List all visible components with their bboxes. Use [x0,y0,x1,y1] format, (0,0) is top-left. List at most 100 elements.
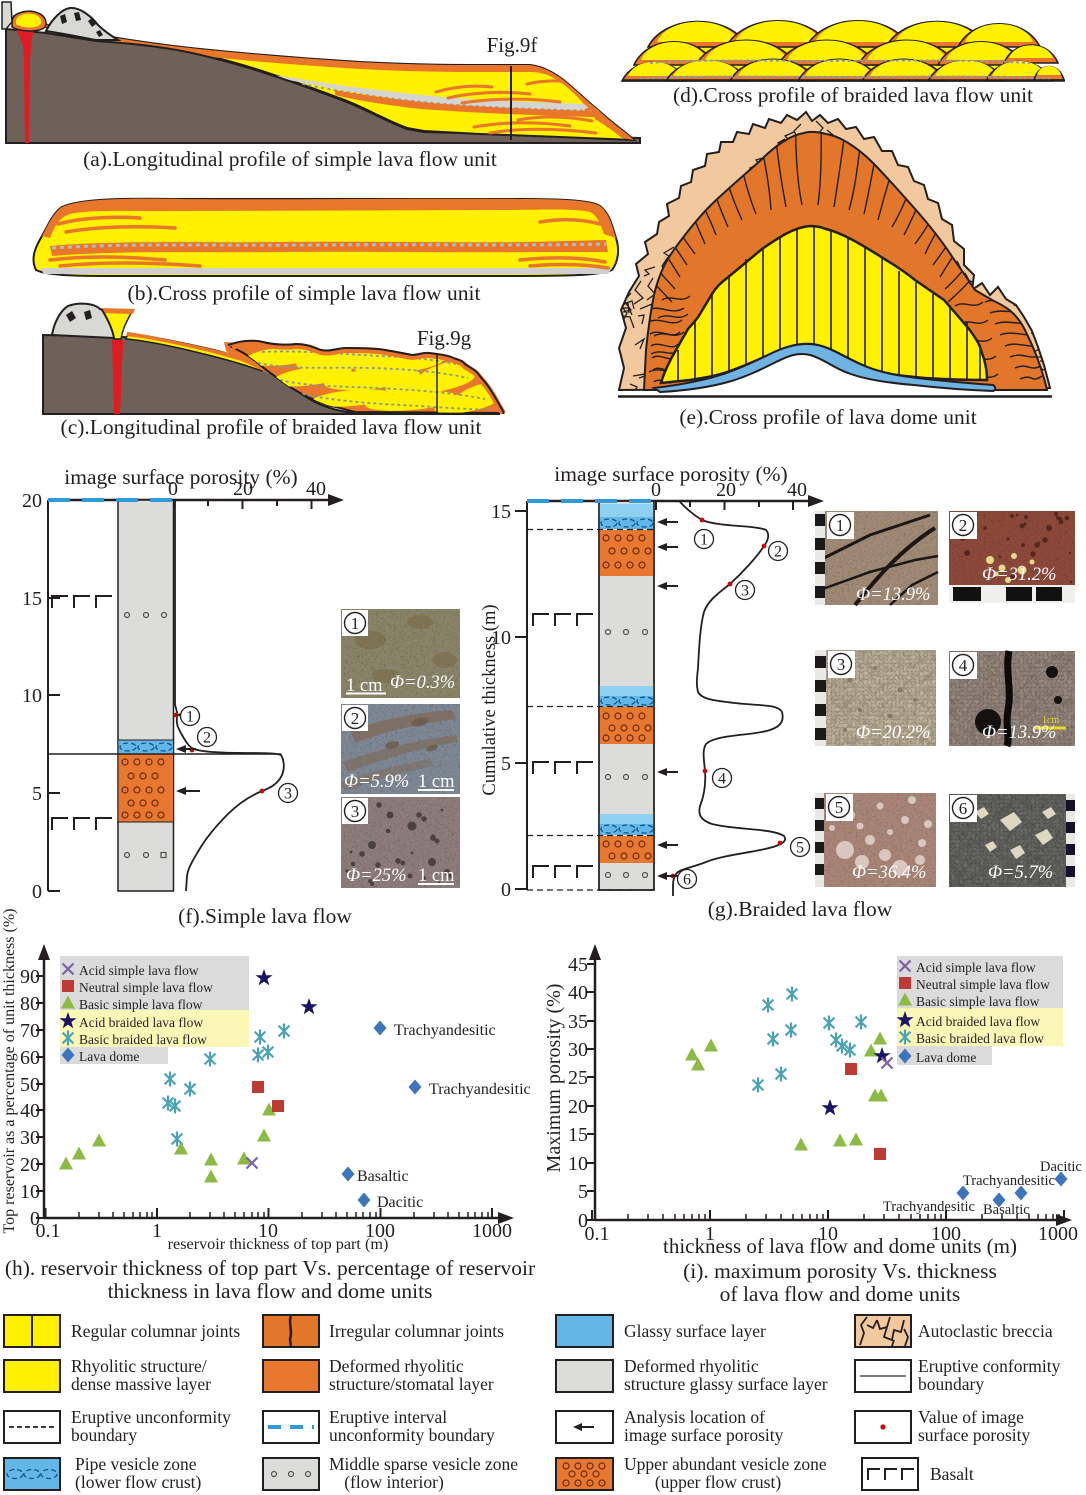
svg-text:(a).Longitudinal profile of si: (a).Longitudinal profile of simple lava … [83,147,497,171]
svg-text:Dacitic: Dacitic [377,1194,423,1211]
svg-text:structure/stomatal layer: structure/stomatal layer [329,1374,494,1394]
svg-text:Trachyandesitic: Trachyandesitic [394,1022,496,1039]
svg-text:Φ=5.9%: Φ=5.9% [344,772,409,792]
svg-text:10: 10 [818,1223,838,1245]
svg-text:Basaltic: Basaltic [357,1168,409,1185]
svg-text:35: 35 [568,1011,588,1033]
svg-text:1 cm: 1 cm [418,772,455,792]
svg-text:40: 40 [787,479,807,501]
svg-text:20: 20 [716,479,736,501]
svg-text:0.1: 0.1 [36,1220,61,1242]
svg-text:Basic braided lava flow: Basic braided lava flow [79,1032,207,1047]
svg-text:1: 1 [186,709,194,726]
svg-text:Deformed rhyolitic: Deformed rhyolitic [329,1356,464,1376]
svg-text:0: 0 [651,479,661,501]
svg-text:image surface porosity: image surface porosity [624,1425,784,1445]
svg-text:Basic simple lava flow: Basic simple lava flow [916,994,1040,1009]
svg-text:Φ=36.4%: Φ=36.4% [852,863,926,883]
svg-text:80: 80 [20,993,40,1015]
svg-text:Top reservoir as a percentage: Top reservoir as a percentage of unit th… [1,909,18,1234]
svg-text:Rhyolitic structure/: Rhyolitic structure/ [71,1356,207,1376]
svg-text:25: 25 [568,1067,588,1089]
svg-text:3: 3 [351,802,360,821]
svg-text:3: 3 [837,655,846,674]
svg-text:20: 20 [233,478,253,500]
svg-text:2: 2 [774,544,782,561]
svg-text:(e).Cross profile of lava dome: (e).Cross profile of lava dome unit [679,405,976,429]
svg-text:image surface porosity (%): image surface porosity (%) [64,465,297,489]
svg-text:4: 4 [959,656,968,675]
svg-text:structure glassy surface layer: structure glassy surface layer [624,1374,828,1394]
svg-text:boundary: boundary [918,1374,984,1394]
svg-text:(b).Cross profile of simple la: (b).Cross profile of simple lava flow un… [128,281,481,305]
svg-text:Acid simple lava flow: Acid simple lava flow [916,960,1036,975]
svg-text:reservoir thickness of top par: reservoir thickness of top part (m) [168,1235,389,1253]
svg-text:0: 0 [32,881,42,903]
svg-text:Φ=5.7%: Φ=5.7% [988,863,1053,883]
svg-text:Φ=25%: Φ=25% [346,866,406,886]
svg-text:1cm: 1cm [1042,715,1059,726]
svg-text:Glassy surface layer: Glassy surface layer [624,1321,766,1341]
svg-text:0: 0 [501,879,511,901]
svg-text:thickness in lava flow and dom: thickness in lava flow and dome units [108,1279,433,1303]
svg-text:10: 10 [491,627,511,649]
svg-text:Eruptive interval: Eruptive interval [329,1407,447,1427]
svg-text:(c).Longitudinal profile of br: (c).Longitudinal profile of braided lava… [61,415,482,439]
svg-text:Neutral simple lava flow: Neutral simple lava flow [79,980,213,995]
svg-text:15: 15 [491,501,511,523]
svg-text:3: 3 [284,786,292,803]
svg-text:1000: 1000 [1038,1223,1078,1245]
svg-text:40: 40 [20,1100,40,1122]
svg-text:Irregular columnar joints: Irregular columnar joints [329,1321,504,1341]
svg-text:30: 30 [20,1127,40,1149]
svg-text:5: 5 [32,783,42,805]
svg-text:40: 40 [306,478,326,500]
svg-text:2: 2 [203,730,211,747]
svg-text:boundary: boundary [71,1425,137,1445]
svg-text:Basaltic: Basaltic [983,1202,1030,1218]
svg-text:1 cm: 1 cm [418,866,455,886]
svg-text:6: 6 [959,799,968,818]
svg-text:20: 20 [568,1096,588,1118]
svg-text:unconformity boundary: unconformity boundary [329,1425,495,1445]
svg-text:Φ=13.9%: Φ=13.9% [982,723,1056,743]
svg-text:(d).Cross profile of braided l: (d).Cross profile of braided lava flow u… [673,83,1033,107]
svg-text:Analysis location of: Analysis location of [624,1407,765,1427]
svg-text:thickness of lava flow and dom: thickness of lava flow and dome units (m… [663,1234,1017,1258]
svg-text:Pipe vesicle zone: Pipe vesicle zone [75,1454,197,1474]
svg-text:Φ=31.2%: Φ=31.2% [982,565,1056,585]
svg-text:Acid braided lava flow: Acid braided lava flow [916,1014,1040,1029]
svg-text:15: 15 [22,588,42,610]
svg-text:90: 90 [20,966,40,988]
svg-text:image surface porosity (%): image surface porosity (%) [554,462,787,486]
svg-text:1: 1 [705,1223,715,1245]
svg-text:Basic braided lava flow: Basic braided lava flow [916,1031,1044,1046]
svg-text:Φ=13.9%: Φ=13.9% [856,585,930,605]
svg-text:Regular columnar joints: Regular columnar joints [71,1321,240,1341]
svg-text:1: 1 [700,532,708,549]
svg-text:Basalt: Basalt [930,1464,974,1484]
svg-text:Basic simple lava flow: Basic simple lava flow [79,997,203,1012]
svg-text:1: 1 [351,614,360,633]
svg-text:Lava dome: Lava dome [916,1050,976,1065]
svg-text:Eruptive unconformity: Eruptive unconformity [71,1407,231,1427]
svg-text:100: 100 [365,1220,395,1242]
svg-text:Trachyandesitic: Trachyandesitic [883,1199,975,1215]
svg-text:40: 40 [568,982,588,1004]
svg-text:0: 0 [578,1210,588,1232]
svg-text:100: 100 [931,1223,961,1245]
svg-text:0: 0 [30,1208,40,1230]
svg-text:Maximum porosity (%): Maximum porosity (%) [543,984,565,1173]
svg-text:3: 3 [741,583,749,600]
svg-text:1: 1 [836,516,845,535]
svg-text:Cumulative thickness (m): Cumulative thickness (m) [480,604,500,795]
svg-text:(flow interior): (flow interior) [344,1472,444,1492]
svg-text:5: 5 [578,1181,588,1203]
svg-text:surface porosity: surface porosity [918,1425,1031,1445]
svg-text:Acid braided lava flow: Acid braided lava flow [79,1015,203,1030]
svg-text:Fig.9g: Fig.9g [417,326,472,350]
svg-text:Lava dome: Lava dome [79,1049,139,1064]
svg-text:Upper abundant vesicle zone: Upper abundant vesicle zone [624,1454,827,1474]
svg-text:10: 10 [568,1153,588,1175]
svg-text:(h). reservoir thickness of t: (h). reservoir thickness of top part Vs.… [5,1256,535,1280]
